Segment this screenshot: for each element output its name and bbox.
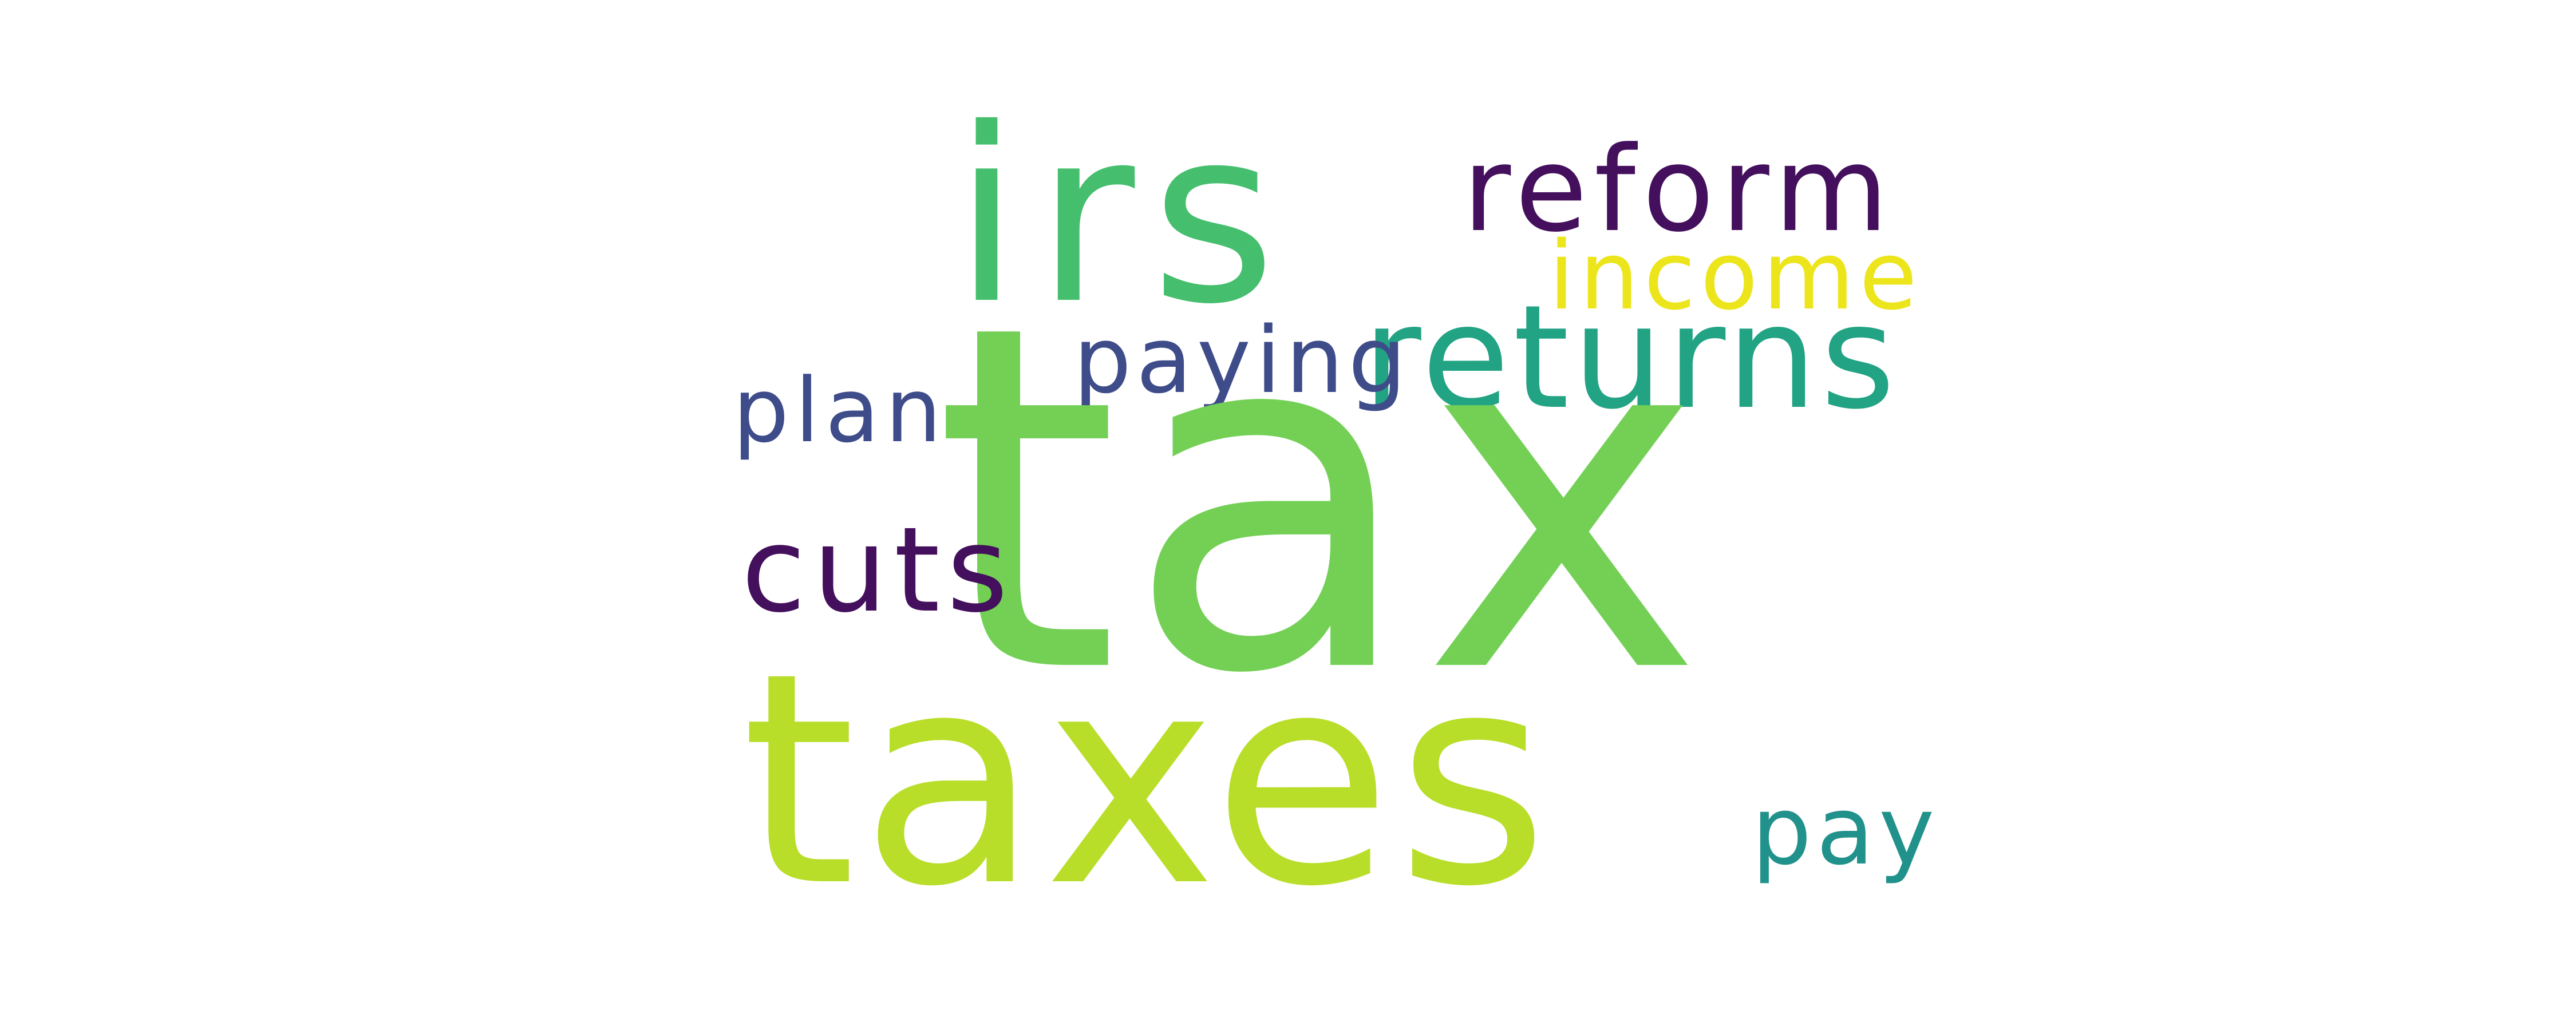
word-cuts: cuts: [741, 502, 1015, 639]
word-pay: pay: [1752, 776, 1939, 886]
word-tax: tax: [933, 224, 1709, 777]
word-returns: returns: [1362, 274, 1899, 441]
word-irs: irs: [953, 77, 1293, 357]
word-taxes: taxes: [741, 611, 1554, 950]
word-paying: paying: [1073, 307, 1411, 414]
word-income: income: [1548, 221, 1922, 331]
word-reform: reform: [1463, 122, 1895, 258]
word-plan: plan: [733, 359, 947, 462]
